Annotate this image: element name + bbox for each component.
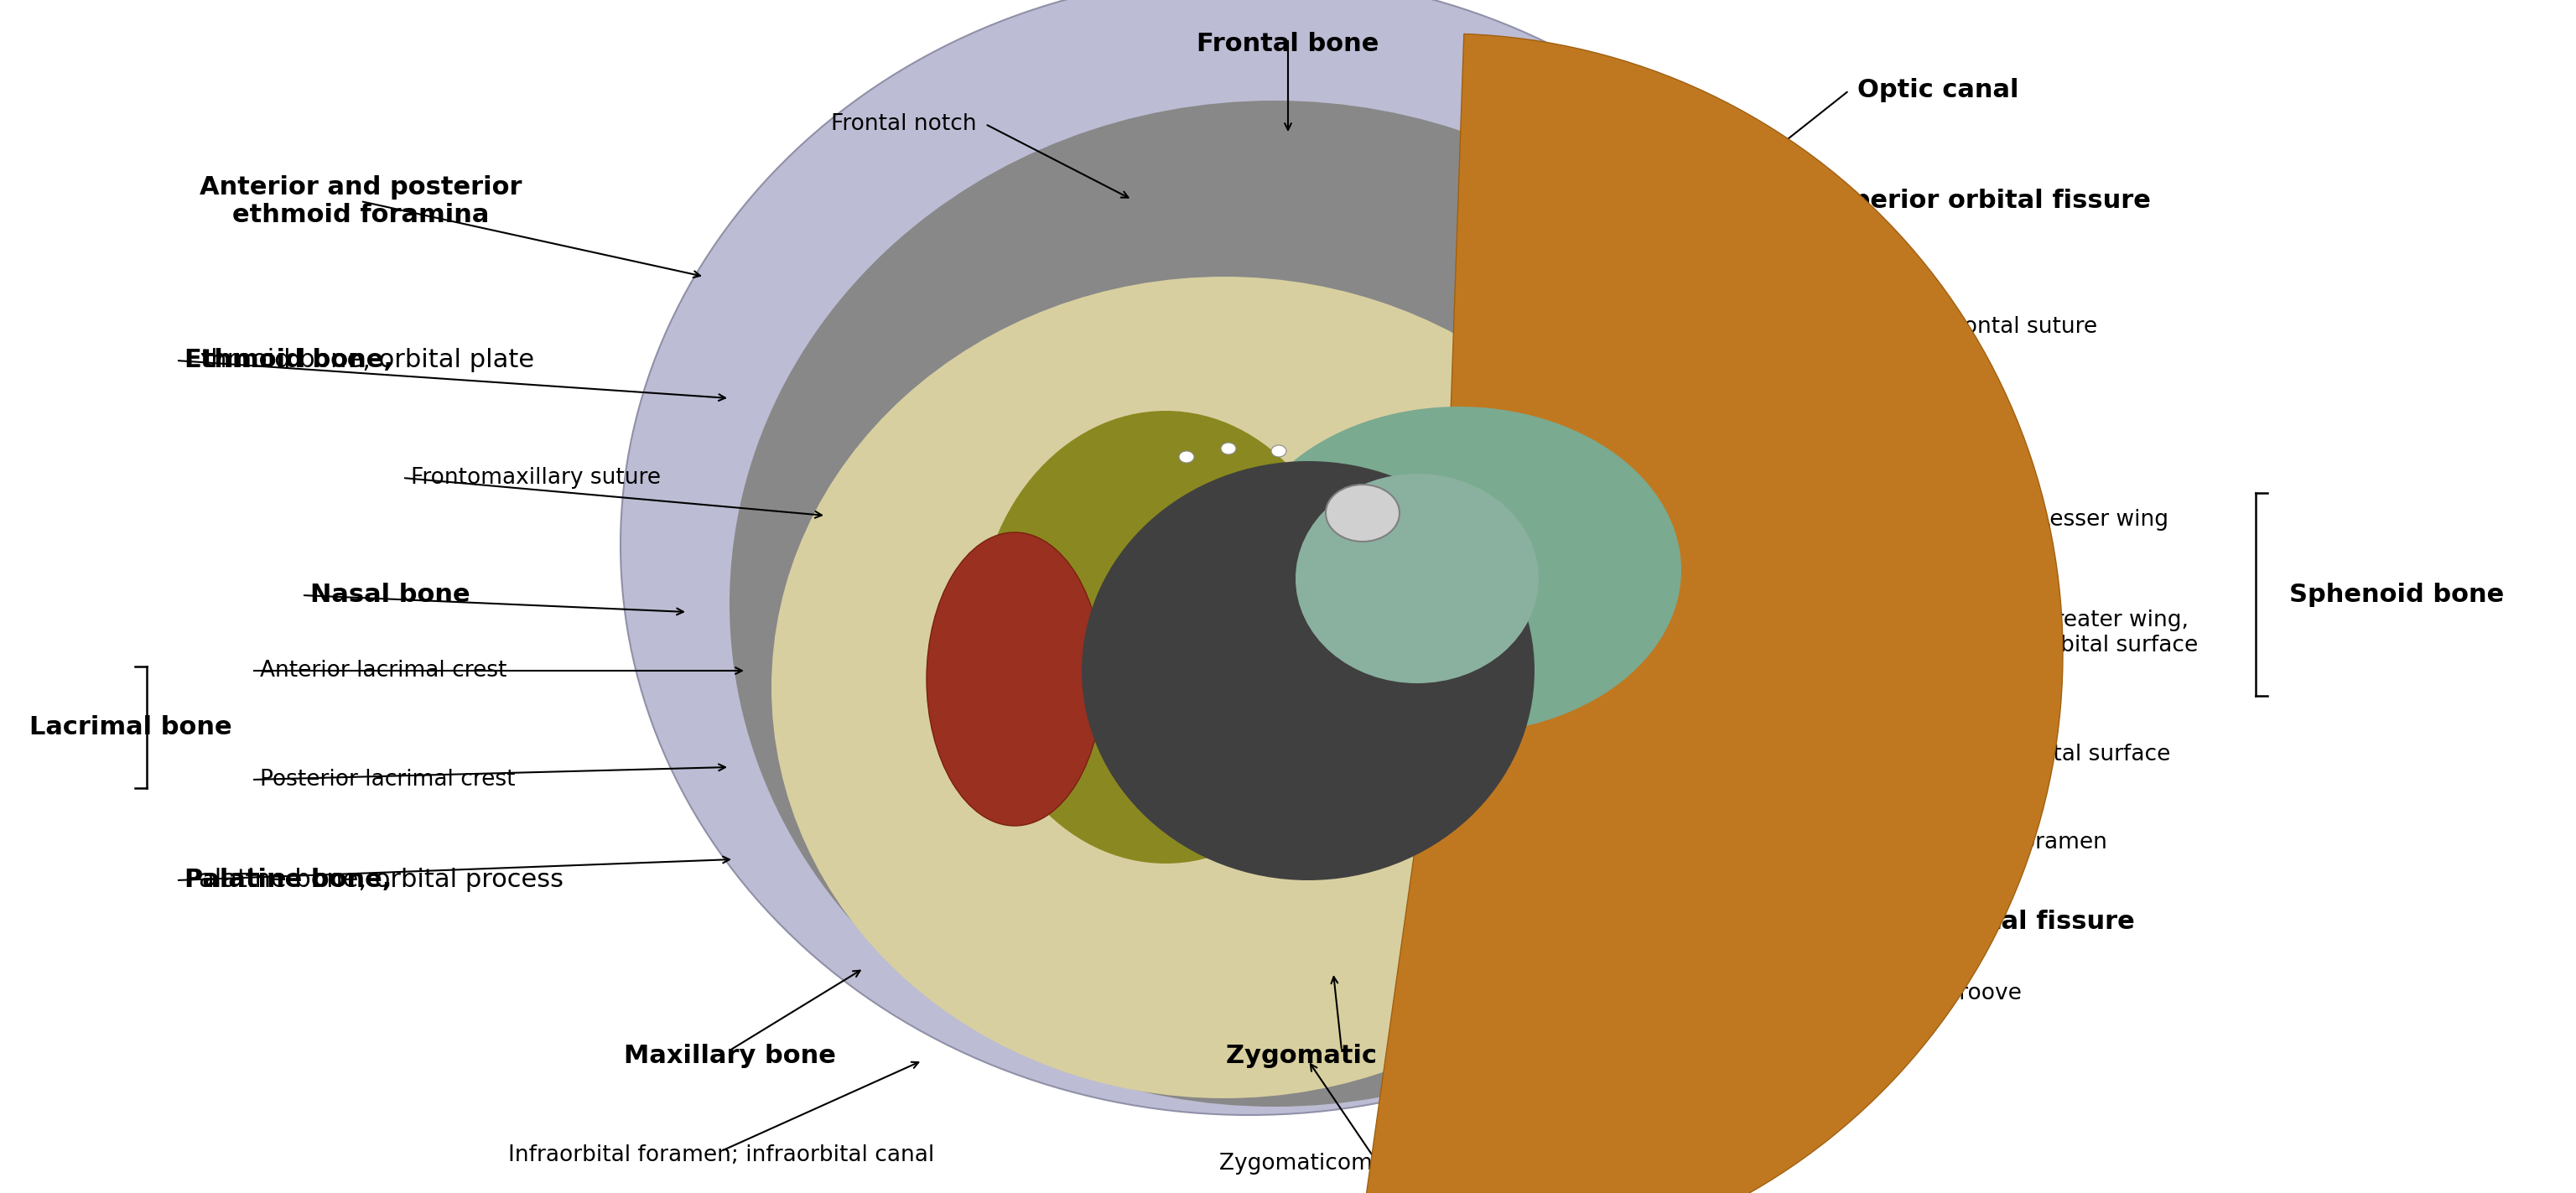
- Text: Zygomaticofrontal suture: Zygomaticofrontal suture: [1816, 316, 2097, 338]
- Text: Infraorbital groove: Infraorbital groove: [1816, 983, 2022, 1005]
- Ellipse shape: [1221, 443, 1236, 455]
- Ellipse shape: [1327, 484, 1399, 542]
- Text: Lesser wing: Lesser wing: [2038, 509, 2169, 531]
- Text: Inferior orbital fissure: Inferior orbital fissure: [1816, 910, 2136, 934]
- Text: Superior orbital fissure: Superior orbital fissure: [1816, 188, 2151, 214]
- Text: Zygomaticomaxillary suture: Zygomaticomaxillary suture: [1218, 1152, 1530, 1175]
- Text: Ethmoid bone,: Ethmoid bone,: [185, 348, 394, 372]
- Ellipse shape: [1082, 462, 1535, 880]
- Ellipse shape: [1270, 445, 1285, 457]
- Ellipse shape: [1180, 451, 1195, 463]
- Text: Palatine bone,: Palatine bone,: [185, 869, 392, 892]
- Text: Ethmoid bone, orbital plate: Ethmoid bone, orbital plate: [185, 348, 533, 372]
- Ellipse shape: [927, 532, 1103, 826]
- Wedge shape: [1355, 33, 2063, 1193]
- Text: Anterior lacrimal crest: Anterior lacrimal crest: [260, 660, 507, 681]
- Text: Maxillary bone: Maxillary bone: [623, 1044, 835, 1068]
- Text: Anterior and posterior
ethmoid foramina: Anterior and posterior ethmoid foramina: [198, 175, 523, 228]
- Text: Zygomatic bone, orbital surface: Zygomatic bone, orbital surface: [1816, 743, 2172, 766]
- Text: Frontomaxillary suture: Frontomaxillary suture: [412, 466, 662, 489]
- Ellipse shape: [1296, 474, 1538, 684]
- Text: Sphenoid bone: Sphenoid bone: [2290, 583, 2504, 607]
- Text: Lacrimal bone: Lacrimal bone: [28, 715, 232, 738]
- Text: Frontal bone: Frontal bone: [1198, 32, 1378, 56]
- Text: Greater wing,
orbital surface: Greater wing, orbital surface: [2038, 610, 2197, 656]
- Text: Infraorbital foramen; infraorbital canal: Infraorbital foramen; infraorbital canal: [507, 1144, 935, 1167]
- Text: Optic canal: Optic canal: [1857, 79, 2020, 103]
- Text: Zygomaticofacial foramen: Zygomaticofacial foramen: [1816, 832, 2107, 853]
- Ellipse shape: [729, 100, 1819, 1107]
- Ellipse shape: [976, 410, 1355, 864]
- Text: Frontal notch: Frontal notch: [832, 113, 976, 135]
- Text: Zygomatic bone: Zygomatic bone: [1226, 1044, 1458, 1068]
- Text: Nasal bone: Nasal bone: [309, 583, 469, 607]
- Text: Posterior lacrimal crest: Posterior lacrimal crest: [260, 768, 515, 791]
- Text: Palatine bone, orbital process: Palatine bone, orbital process: [185, 869, 564, 892]
- Ellipse shape: [770, 277, 1677, 1099]
- Ellipse shape: [621, 0, 1878, 1115]
- Ellipse shape: [1236, 407, 1682, 734]
